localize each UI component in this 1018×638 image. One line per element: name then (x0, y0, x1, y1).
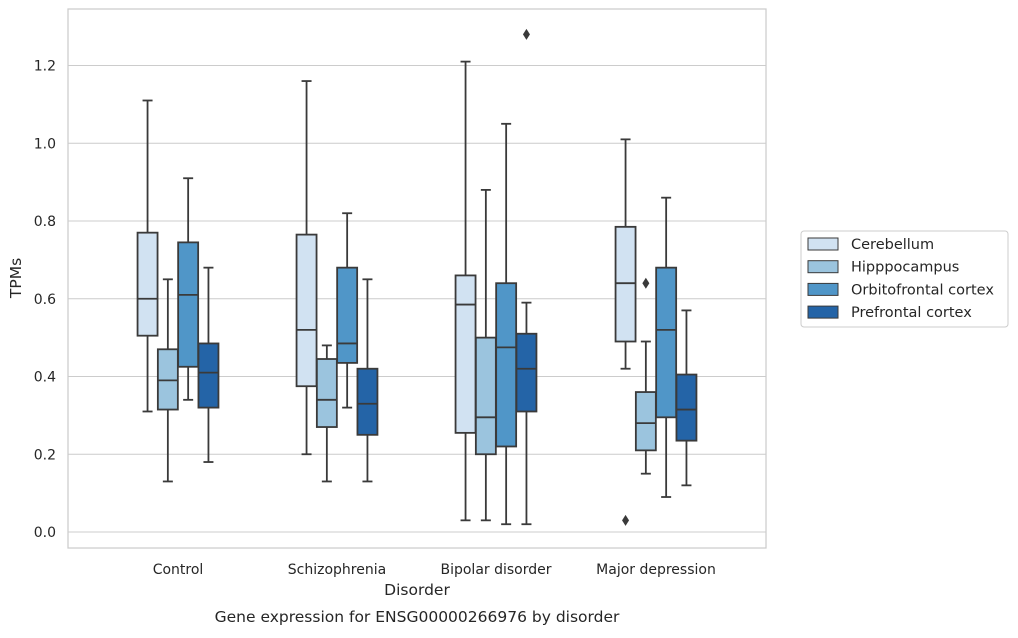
box-body (655, 266, 678, 419)
y-tick-label: 1.2 (34, 59, 56, 75)
box-body (614, 225, 637, 343)
box-body (474, 336, 497, 456)
legend-item: Cerebellum (807, 237, 934, 253)
box-0-3 (197, 266, 220, 463)
legend-label: Cerebellum (851, 237, 934, 253)
y-tick-label: 0.8 (34, 214, 56, 230)
box-body (295, 233, 318, 388)
box-1-0 (295, 80, 318, 456)
y-tick-label: 0.4 (34, 370, 56, 386)
box-body (336, 266, 359, 364)
legend-swatch (807, 237, 839, 251)
y-tick-labels: 0.0 0.2 0.4 0.6 0.8 1.0 1.2 (34, 59, 56, 542)
y-tick-label: 0.6 (34, 292, 56, 308)
legend-item: Prefrontal cortex (807, 305, 972, 321)
box-body (197, 342, 220, 409)
box-body (356, 367, 379, 436)
x-axis-label: Disorder (384, 581, 450, 599)
legend-frame (800, 230, 1009, 328)
legend-item: Orbitofrontal cortex (807, 282, 994, 298)
legend-label: Orbitofrontal cortex (851, 282, 994, 298)
outlier-point (622, 514, 630, 526)
legend-swatch (807, 282, 839, 296)
box-0-1 (156, 278, 179, 483)
outlier-point (522, 28, 530, 40)
box-plot-marks (136, 28, 698, 526)
chart-caption: Gene expression for ENSG00000266976 by d… (215, 608, 620, 626)
box-2-3 (515, 28, 538, 526)
box-1-2 (336, 212, 359, 409)
legend: Cerebellum Hipppocampus Orbitofrontal cort… (800, 230, 1009, 328)
box-3-2 (655, 196, 678, 498)
legend-label: Hipppocampus (851, 260, 959, 276)
box-0-0 (136, 99, 159, 413)
y-axis-label: TPMs (7, 258, 25, 299)
plot-frame (67, 8, 767, 549)
legend-item: Hipppocampus (807, 260, 959, 276)
box-1-1 (315, 344, 338, 483)
box-body (177, 241, 200, 368)
box-body (495, 282, 518, 448)
y-tick-label: 0.2 (34, 447, 56, 463)
box-3-0 (614, 138, 637, 526)
x-tick-label: Control (153, 562, 204, 578)
x-tick-label: Major depression (596, 562, 716, 578)
box-3-1 (634, 277, 657, 475)
box-body (454, 274, 477, 434)
box-3-3 (675, 309, 698, 487)
box-2-2 (495, 122, 518, 526)
box-body (136, 231, 159, 337)
box-body (634, 391, 657, 452)
box-body (315, 358, 338, 428)
x-tick-label: Bipolar disorder (440, 562, 551, 578)
legend-items: Cerebellum Hipppocampus Orbitofrontal cort… (807, 237, 994, 321)
box-1-3 (356, 278, 379, 483)
box-2-1 (474, 188, 497, 522)
box-2-0 (454, 60, 477, 522)
y-tick-label: 0.0 (34, 525, 56, 541)
box-body (675, 373, 698, 442)
outlier-point (642, 277, 650, 289)
legend-label: Prefrontal cortex (851, 305, 972, 321)
box-0-2 (177, 177, 200, 401)
x-tick-label: Schizophrenia (288, 562, 386, 578)
box-body (156, 348, 179, 411)
x-tick-labels: Control Schizophrenia Bipolar disorder Majo… (153, 562, 716, 578)
legend-swatch (807, 260, 839, 274)
legend-swatch (807, 305, 839, 319)
box-body (515, 332, 538, 413)
y-tick-label: 1.0 (34, 136, 56, 152)
